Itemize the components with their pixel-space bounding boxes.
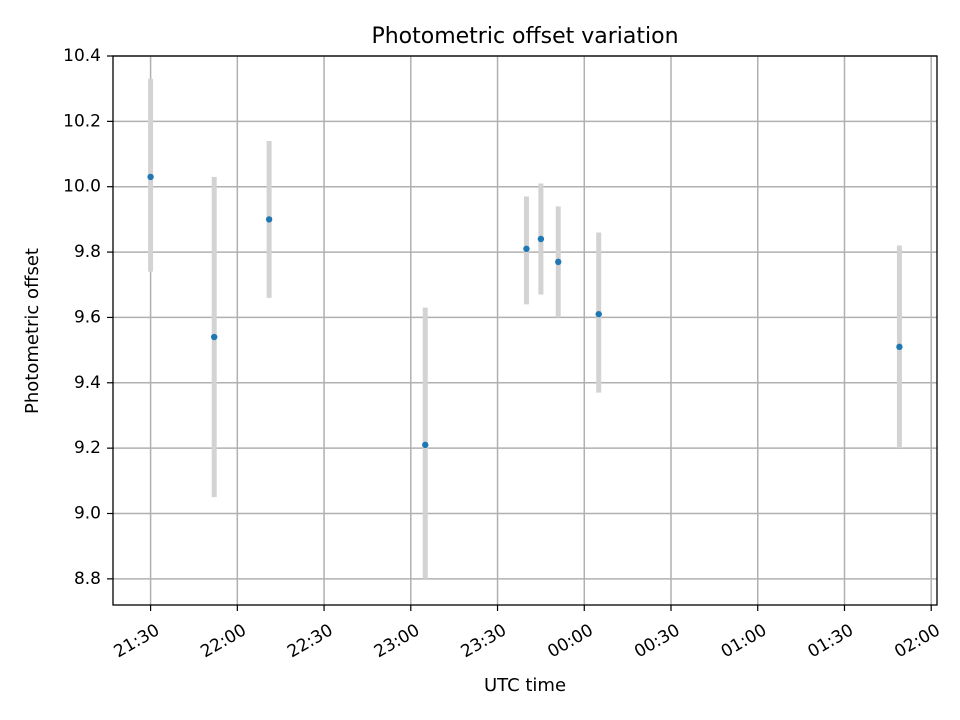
x-tick-label: 02:00 bbox=[891, 620, 943, 662]
y-tick-label: 10.0 bbox=[63, 177, 101, 197]
y-tick-label: 9.4 bbox=[74, 373, 101, 393]
data-points bbox=[147, 173, 903, 449]
grid bbox=[113, 55, 937, 605]
y-axis-ticks: 8.8 9.0 9.2 9.4 9.6 9.8 10.0 10.2 10.4 bbox=[63, 46, 113, 589]
data-point bbox=[555, 258, 562, 266]
data-point bbox=[896, 343, 903, 351]
error-bars bbox=[148, 78, 902, 579]
y-axis-label: Photometric offset bbox=[22, 248, 43, 414]
data-point bbox=[523, 245, 530, 253]
x-tick-label: 22:00 bbox=[197, 620, 249, 662]
y-tick-label: 9.2 bbox=[74, 438, 101, 458]
data-point bbox=[265, 216, 273, 223]
data-point bbox=[210, 333, 218, 341]
x-tick-label: 01:00 bbox=[718, 620, 770, 662]
x-tick-label: 01:30 bbox=[805, 620, 857, 662]
data-point bbox=[595, 310, 602, 318]
y-tick-label: 10.2 bbox=[63, 111, 101, 131]
plot-frame bbox=[112, 55, 938, 606]
x-tick-label: 00:00 bbox=[544, 620, 596, 662]
x-tick-label: 00:30 bbox=[631, 620, 683, 662]
y-tick-label: 9.0 bbox=[74, 504, 101, 524]
chart-title: Photometric offset variation bbox=[371, 24, 678, 49]
x-axis-label: UTC time bbox=[484, 675, 566, 696]
y-tick-label: 9.8 bbox=[74, 242, 101, 262]
x-tick-label: 22:30 bbox=[284, 620, 336, 662]
y-tick-label: 10.4 bbox=[63, 46, 101, 66]
x-tick-label: 21:30 bbox=[111, 620, 163, 662]
x-tick-label: 23:30 bbox=[458, 620, 510, 662]
data-point bbox=[147, 173, 154, 181]
data-point bbox=[537, 235, 545, 243]
x-axis-ticks: 21:30 22:00 22:30 23:00 23:30 00:00 00:30 01:00… bbox=[111, 605, 944, 662]
data-point bbox=[422, 441, 429, 449]
y-tick-label: 9.6 bbox=[74, 307, 101, 327]
y-tick-label: 8.8 bbox=[74, 569, 101, 589]
x-tick-label: 23:00 bbox=[371, 620, 423, 662]
